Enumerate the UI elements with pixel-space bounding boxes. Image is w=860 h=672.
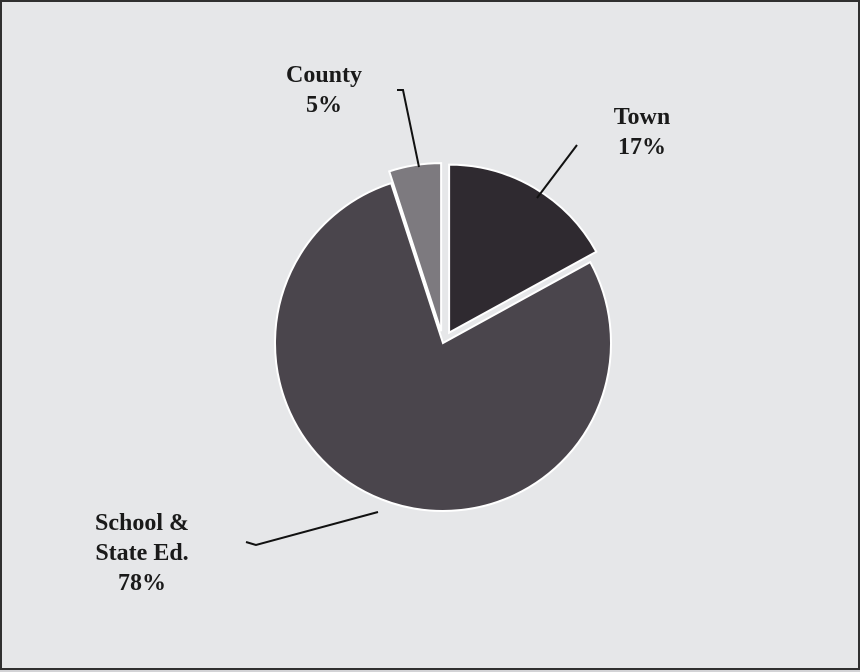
slice-name-line: School & xyxy=(95,510,189,536)
leader-line-town xyxy=(536,144,578,199)
pie-slice-town xyxy=(448,163,598,335)
slice-name-line: County xyxy=(286,62,362,88)
leader-line-county xyxy=(397,89,420,168)
slice-name-line: Town xyxy=(614,104,670,130)
slice-labels: Town 17% School & State Ed. 78% County 5% xyxy=(95,62,670,596)
slice-label-school-state-ed: School & State Ed. 78% xyxy=(95,510,189,596)
slice-label-county: County 5% xyxy=(286,62,362,118)
pie-slices xyxy=(274,162,612,512)
slice-name-line: State Ed. xyxy=(95,540,188,566)
pie-slice-school-state-ed xyxy=(274,181,612,512)
slice-percent: 78% xyxy=(118,570,166,596)
slice-percent: 17% xyxy=(618,134,666,160)
pie-slice-county xyxy=(387,162,443,332)
leader-lines xyxy=(245,89,578,547)
slice-percent: 5% xyxy=(306,92,342,118)
leader-line-school-state-ed xyxy=(245,511,379,547)
slice-label-town: Town 17% xyxy=(614,104,670,160)
